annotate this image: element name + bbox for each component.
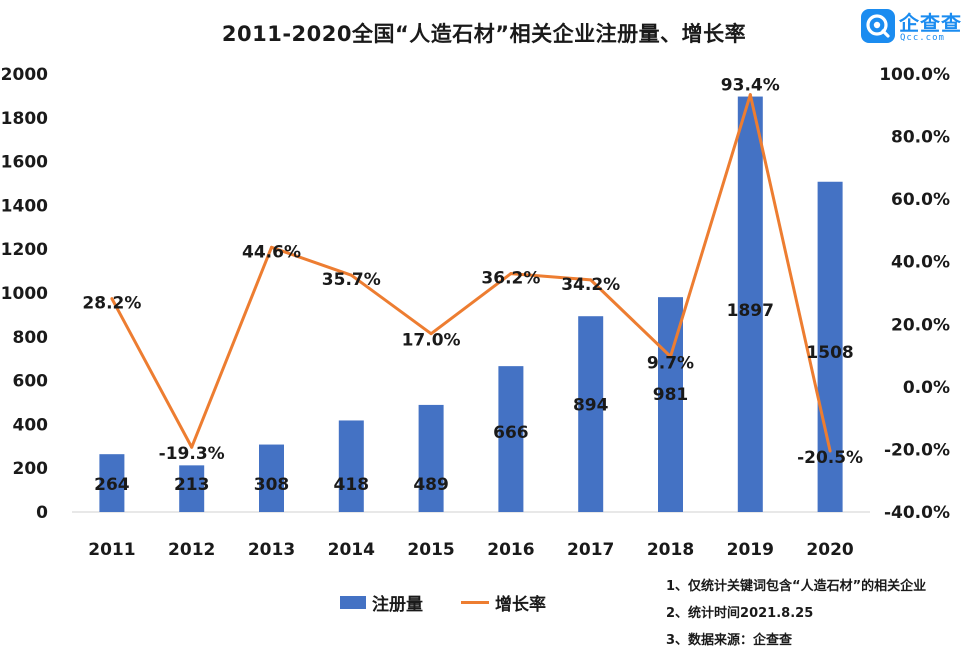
bar (179, 465, 205, 512)
bar (578, 316, 604, 512)
x-tick-label: 2015 (407, 540, 454, 560)
bar-value-label: 1897 (727, 301, 774, 321)
line-point (669, 355, 672, 359)
qcc-logo-icon (861, 9, 895, 43)
line-point (190, 445, 194, 449)
chart-title: 2011-2020全国“人造石材”相关企业注册量、增长率 (221, 22, 747, 46)
y-right-tick-label: 0.0% (903, 378, 950, 398)
x-tick-label: 2011 (88, 540, 135, 560)
note-date: 2、统计时间2021.8.25 (666, 606, 814, 621)
growth-line (110, 93, 832, 452)
bar-value-label: 418 (334, 475, 370, 495)
bar-value-label: 666 (493, 423, 529, 443)
line-value-label: 36.2% (481, 269, 540, 289)
y-left-tick-label: 800 (13, 328, 49, 348)
y-right-tick-label: 80.0% (891, 128, 950, 148)
line-point (828, 449, 832, 453)
bar-value-label: 1508 (806, 343, 853, 363)
y-axis-right: -40.0% -20.0% 0.0% 20.0% 40.0% 60.0% 80.0% 100.… (879, 65, 950, 523)
x-tick-label: 2019 (727, 540, 774, 560)
bar-value-label: 213 (174, 475, 210, 495)
logo-text: 企查查 (899, 11, 962, 35)
line-value-label: -20.5% (797, 448, 863, 468)
y-left-tick-label: 200 (13, 459, 49, 479)
x-tick-label: 2014 (328, 540, 375, 560)
line-value-label: 35.7% (322, 270, 381, 290)
line-point (349, 273, 353, 277)
x-tick-label: 2013 (248, 540, 295, 560)
legend-swatch-line (461, 600, 489, 604)
y-axis-left: 0 200 400 600 800 1000 1200 1400 1600 1800 2000 (1, 65, 48, 523)
bar (737, 96, 763, 512)
line-series (110, 93, 832, 453)
line-value-label: 93.4% (721, 76, 780, 96)
legend: 注册量 增长率 (340, 590, 584, 615)
x-tick-label: 2018 (647, 540, 694, 560)
x-axis: 2011 2012 2013 2014 2015 2016 2017 2018 2019 2020 (88, 540, 854, 560)
bar (418, 404, 444, 512)
x-tick-label: 2012 (168, 540, 215, 560)
note-keyword: 1、仅统计关键词包含“人造石材”的相关企业 (666, 579, 927, 594)
x-tick-label: 2020 (806, 540, 853, 560)
y-right-tick-label: 100.0% (879, 65, 950, 85)
bar-data-labels: 264 213 308 418 489 666 894 981 1897 1508 (94, 301, 854, 495)
y-left-tick-label: 400 (13, 415, 49, 435)
line-value-label: 34.2% (561, 275, 620, 295)
line-value-label: 17.0% (402, 331, 461, 351)
y-left-tick-label: 1600 (1, 153, 48, 173)
line-value-label: 44.6% (242, 242, 301, 262)
line-value-label: -19.3% (159, 444, 225, 464)
y-right-tick-label: 40.0% (891, 253, 950, 273)
line-value-label: 28.2% (82, 294, 141, 314)
bar (99, 454, 125, 512)
y-left-tick-label: 1200 (1, 240, 48, 260)
line-point (748, 93, 752, 97)
y-left-tick-label: 1400 (1, 196, 48, 216)
line-point (270, 245, 273, 249)
line-point (509, 272, 513, 276)
y-right-tick-label: -20.0% (884, 440, 950, 460)
logo-subtext: Qcc.com (900, 33, 945, 43)
legend-swatch-bar (340, 595, 366, 609)
line-point (589, 278, 593, 282)
bar-value-label: 308 (254, 475, 290, 495)
line-point (429, 332, 433, 336)
y-right-tick-label: 60.0% (891, 190, 950, 210)
brand-logo: 企查查 Qcc.com (858, 6, 968, 46)
y-right-tick-label: 20.0% (891, 315, 950, 335)
y-left-tick-label: 0 (36, 503, 48, 523)
y-left-tick-label: 600 (13, 372, 49, 392)
bar-value-label: 981 (653, 385, 689, 405)
bar (817, 181, 843, 513)
note-source: 3、数据来源：企查查 (666, 633, 793, 648)
bar (338, 420, 364, 512)
y-right-tick-label: -40.0% (884, 503, 950, 523)
line-value-label: 9.7% (647, 354, 694, 374)
bar-series (99, 96, 843, 513)
bar-value-label: 894 (573, 395, 609, 415)
bar-value-label: 264 (94, 475, 130, 495)
bar-value-label: 489 (413, 475, 449, 495)
legend-label-bar: 注册量 (372, 594, 423, 615)
bar (259, 444, 284, 512)
line-data-labels: 28.2% -19.3% 44.6% 35.7% 17.0% 36.2% 34.2% 9.7%… (82, 76, 863, 468)
source-notes: 1、仅统计关键词包含“人造石材”的相关企业 2、统计时间2021.8.25 3、… (666, 573, 926, 654)
legend-label-line: 增长率 (495, 594, 546, 615)
y-left-tick-label: 1800 (1, 109, 48, 129)
y-left-tick-label: 1000 (1, 284, 48, 304)
legend-item-bar: 注册量 (340, 590, 423, 615)
x-tick-label: 2016 (487, 540, 534, 560)
y-left-tick-label: 2000 (1, 65, 48, 85)
x-tick-label: 2017 (567, 540, 614, 560)
legend-item-line: 增长率 (461, 590, 546, 615)
line-point (110, 297, 114, 301)
bar (498, 366, 524, 512)
